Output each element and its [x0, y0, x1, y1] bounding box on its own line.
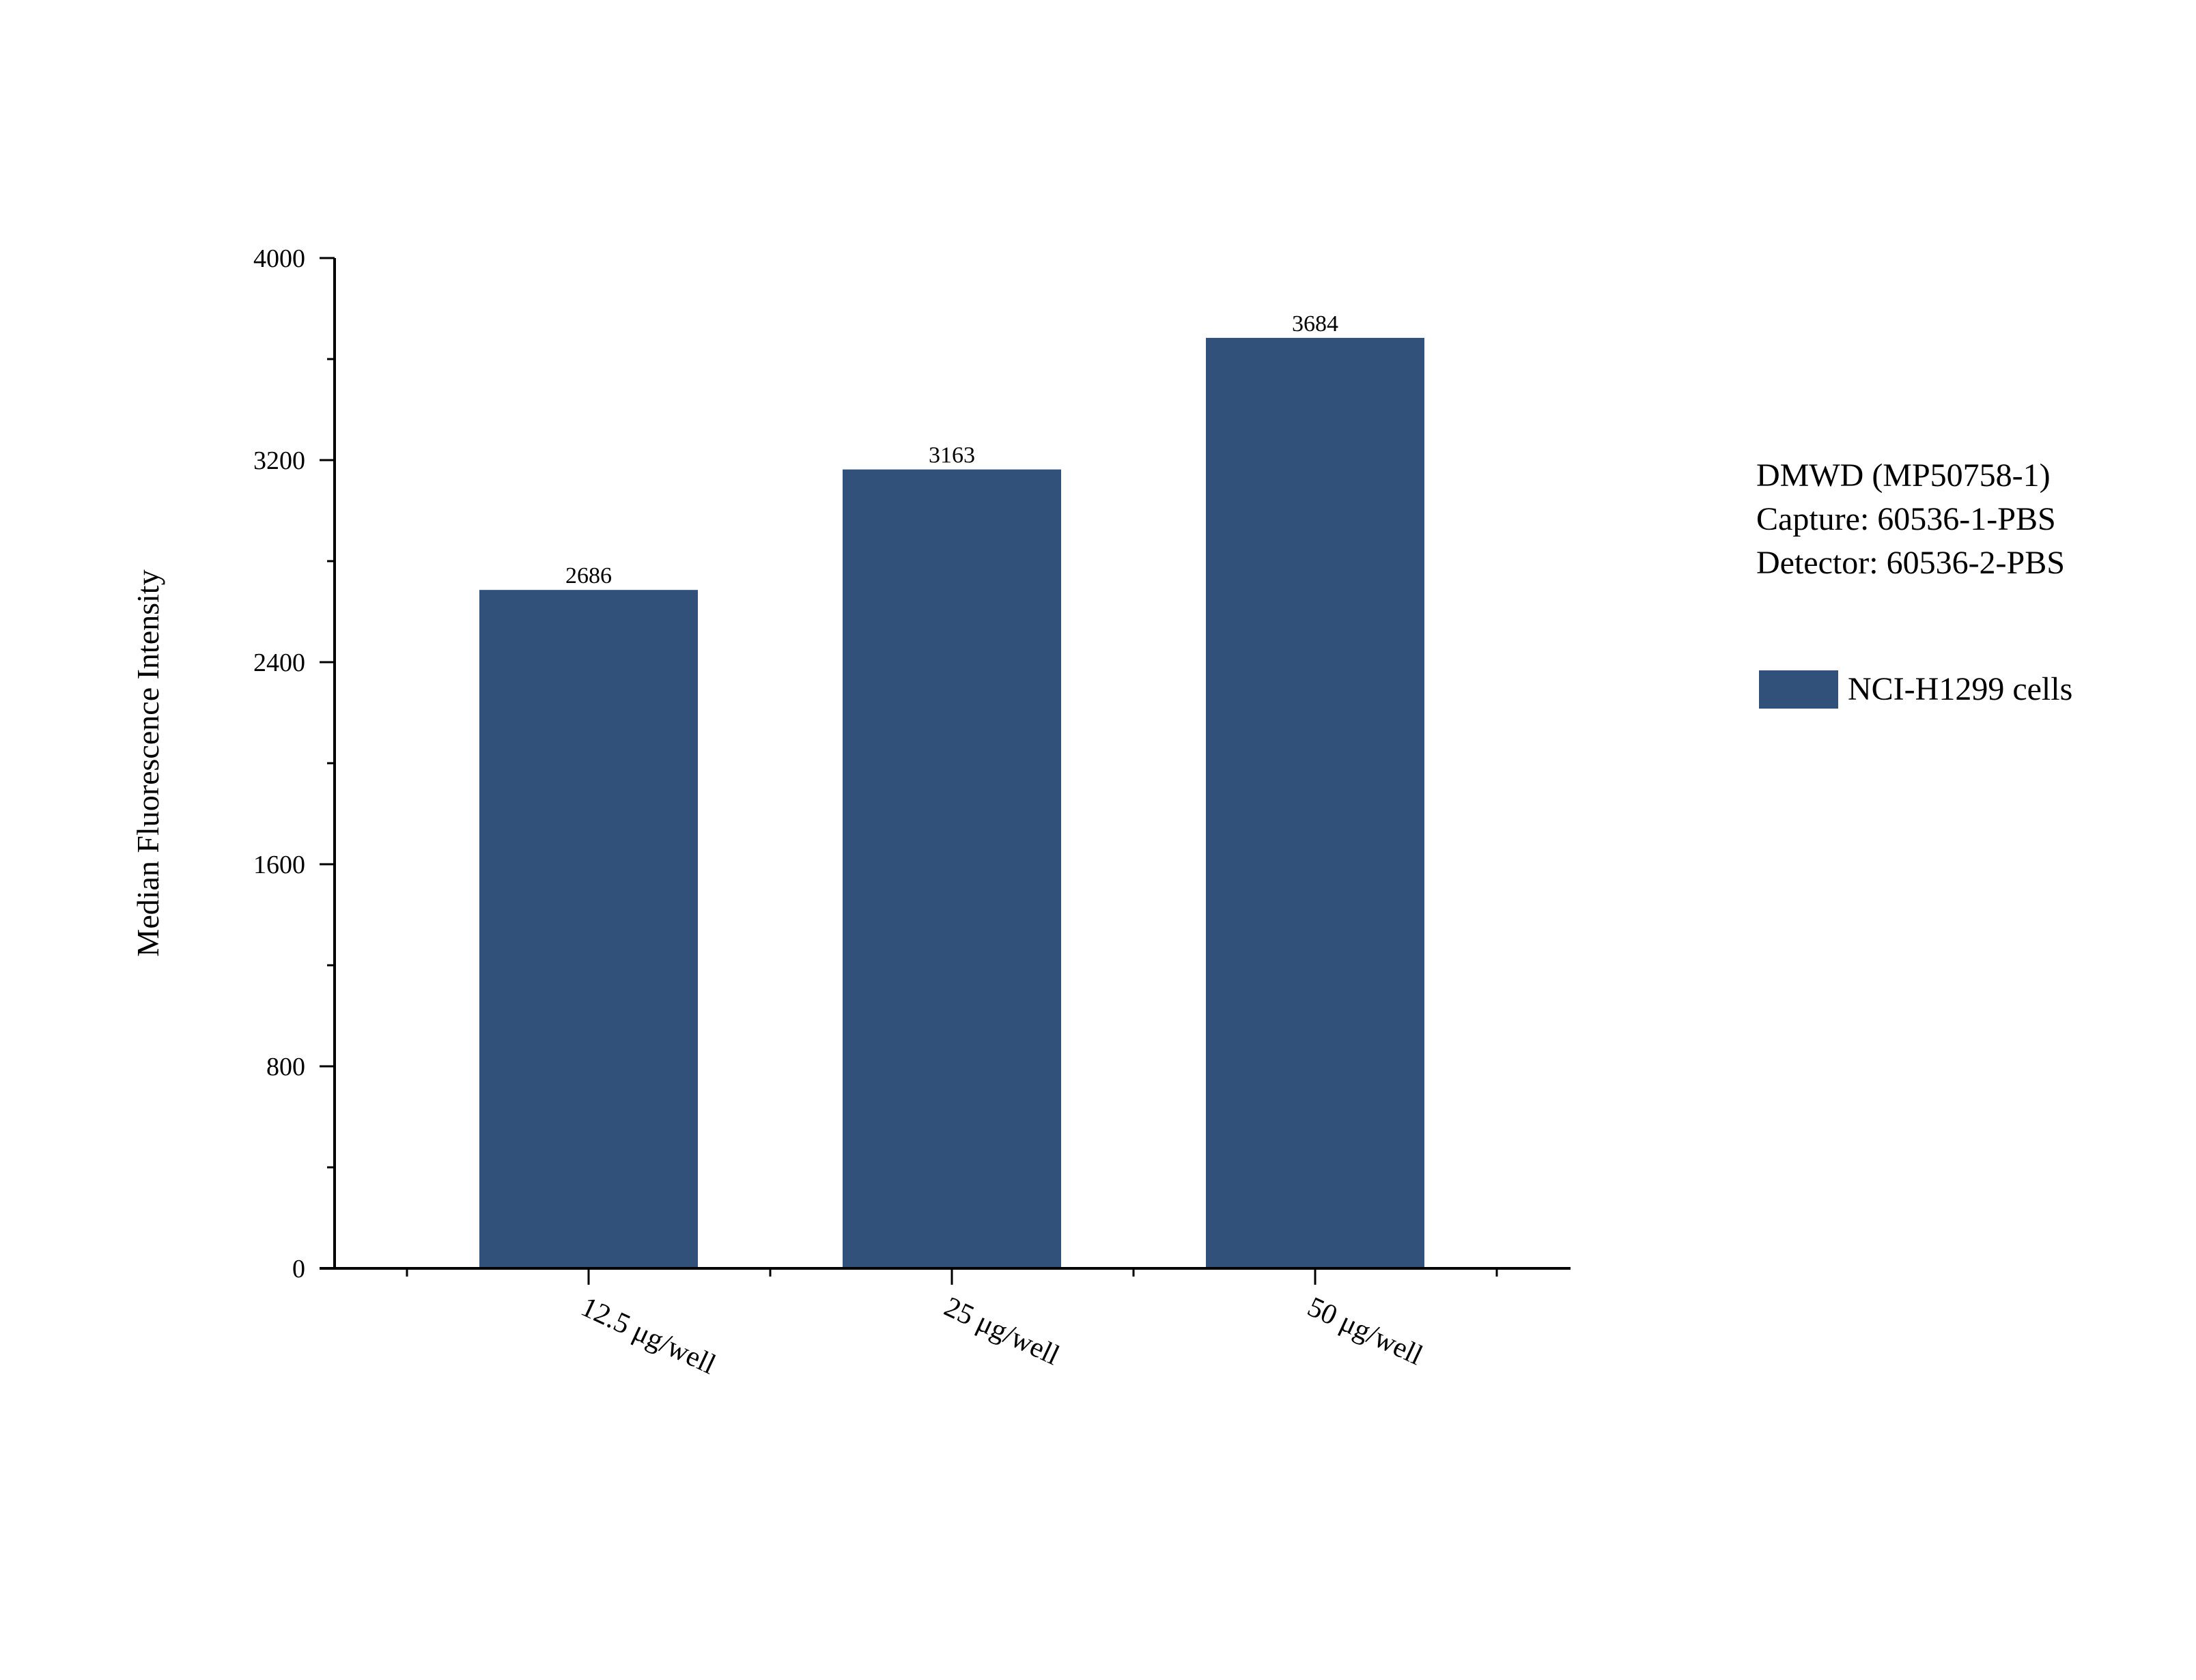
bars-layer	[479, 337, 1424, 1269]
x-tick-label-2: 25 μg/well	[940, 1291, 1065, 1371]
info-line-1: DMWD (MP50758-1)	[1756, 457, 2051, 494]
info-block: DMWD (MP50758-1) Capture: 60536-1-PBS De…	[1756, 457, 2065, 581]
info-line-2: Capture: 60536-1-PBS	[1756, 501, 2056, 537]
info-line-3: Detector: 60536-2-PBS	[1756, 545, 2065, 581]
legend-label: NCI-H1299 cells	[1848, 671, 2072, 707]
y-tick-label-4: 2400	[253, 649, 305, 677]
data-label-2: 3163	[929, 443, 975, 468]
data-label-3: 3684	[1292, 311, 1338, 337]
bar-2	[843, 469, 1061, 1269]
y-tick-label-2: 800	[266, 1053, 305, 1081]
ticks-layer	[320, 257, 1498, 1285]
x-tick-label-3: 50 μg/well	[1303, 1291, 1428, 1371]
bar-3	[1206, 337, 1424, 1268]
x-tick-label-1: 12.5 μg/well	[576, 1291, 720, 1380]
legend: NCI-H1299 cells	[1759, 670, 2072, 709]
y-tick-label-5: 3200	[253, 446, 305, 475]
bar-1	[479, 590, 698, 1268]
y-axis-title: Median Fluorescence Intensity	[130, 569, 165, 956]
legend-swatch	[1759, 670, 1838, 709]
y-tick-label-3: 1600	[253, 851, 305, 879]
y-tick-label-1: 0	[292, 1255, 305, 1283]
y-tick-label-6: 4000	[253, 244, 305, 273]
data-label-1: 2686	[565, 563, 612, 588]
